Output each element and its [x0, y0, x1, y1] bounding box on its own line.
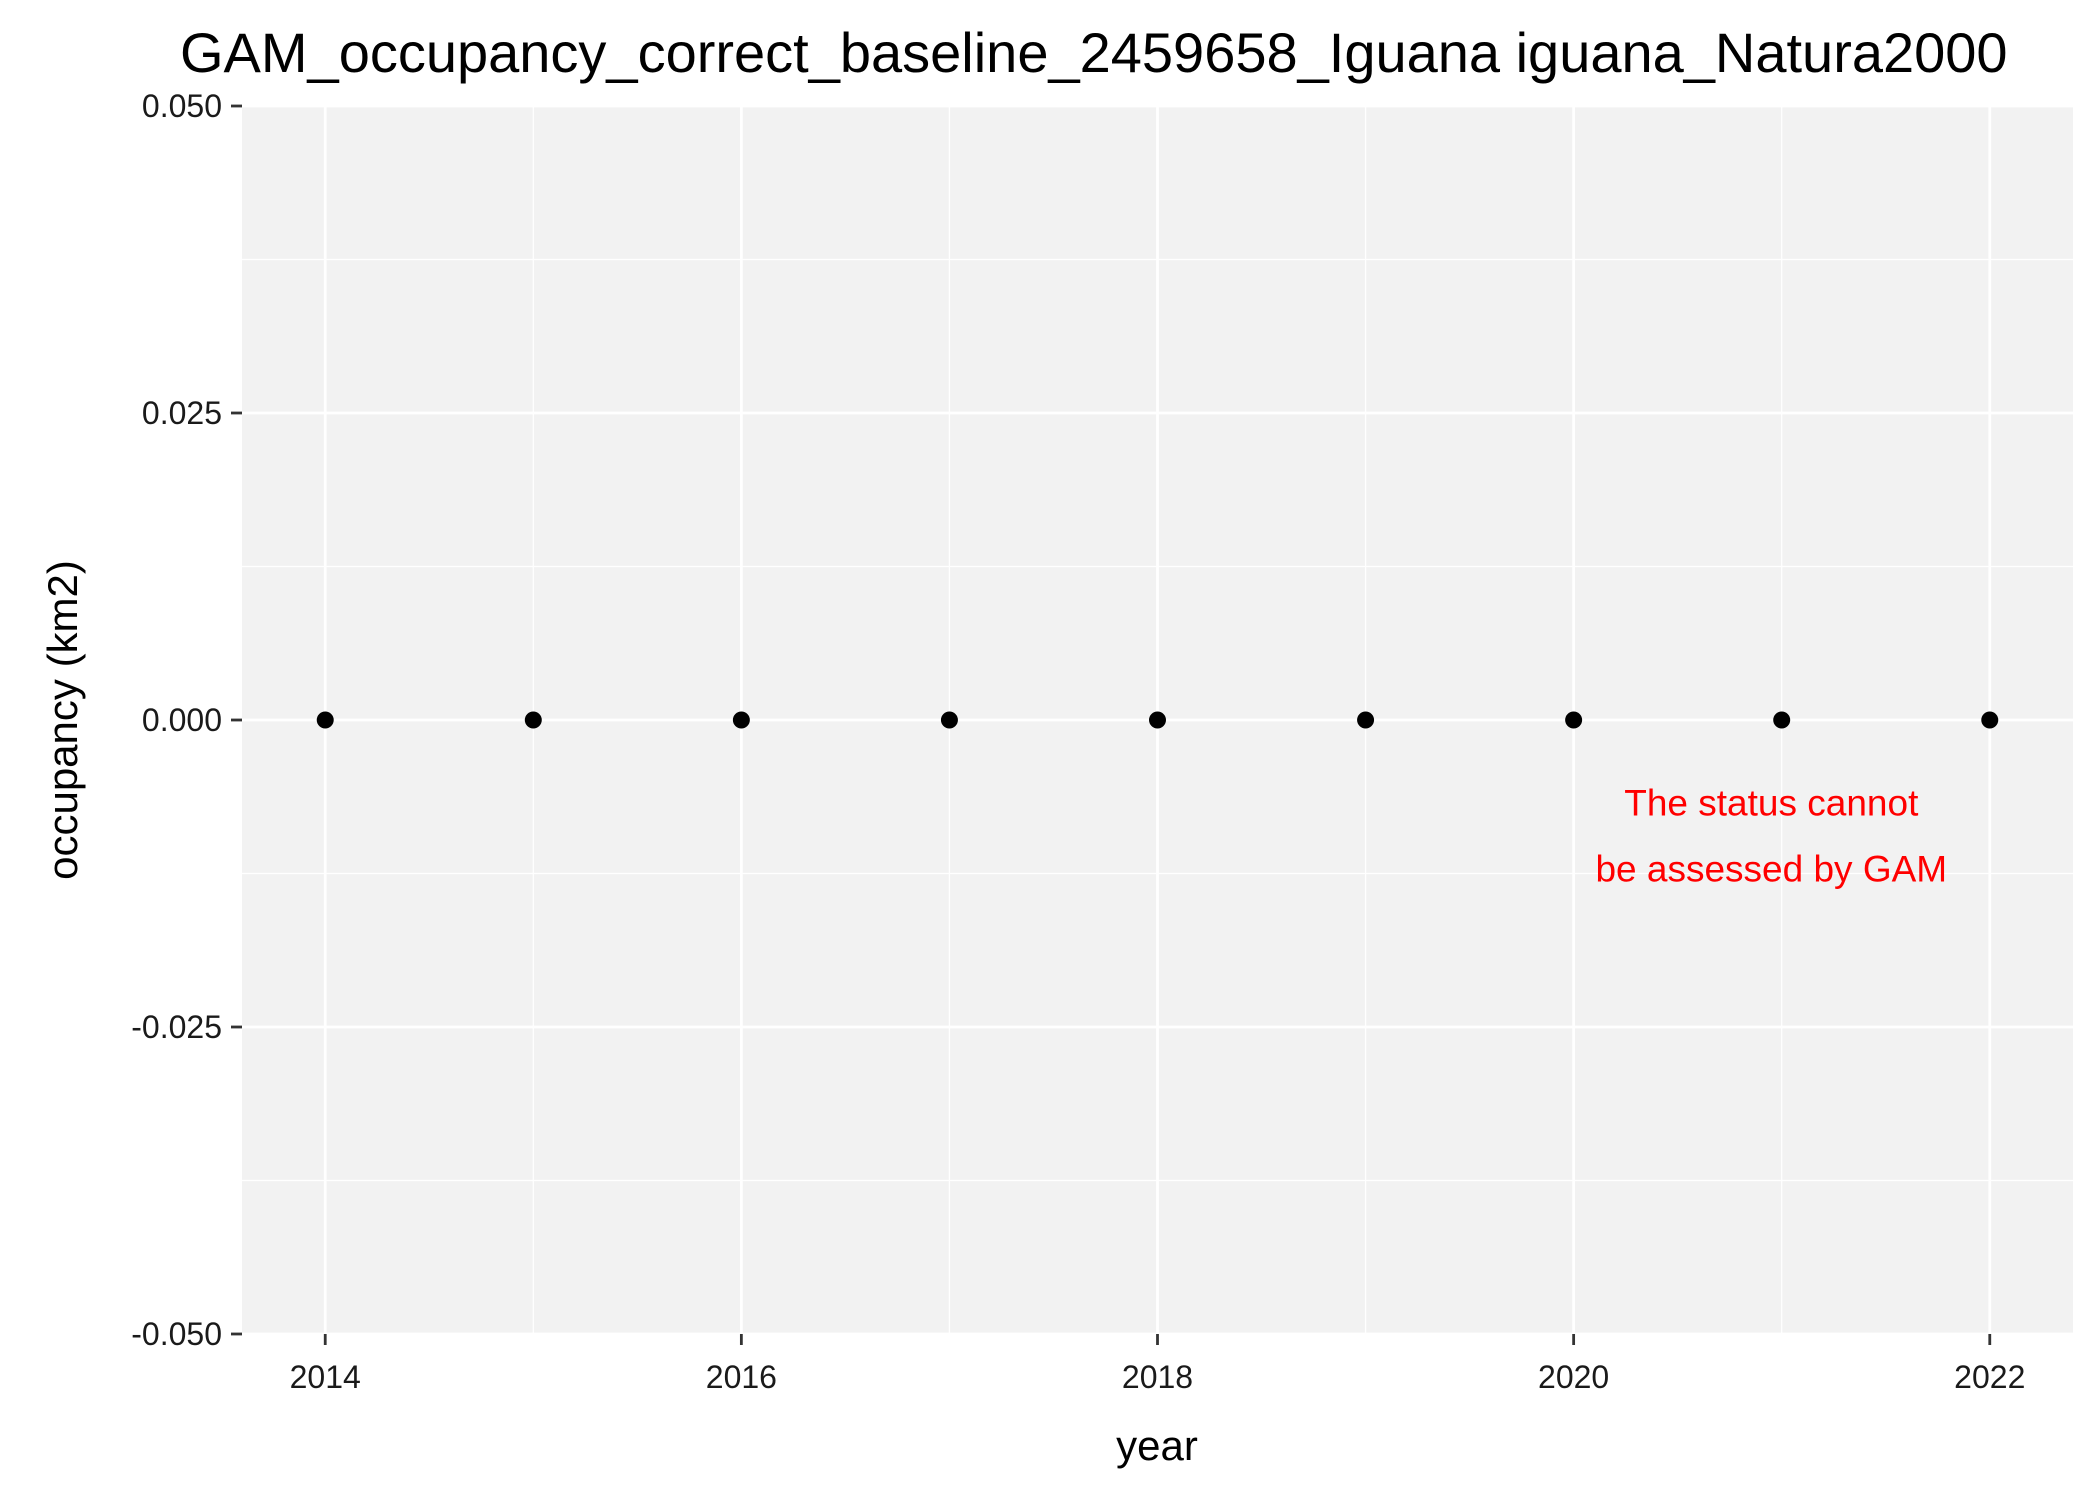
x-tick-label: 2020 — [1538, 1359, 1609, 1395]
data-point — [1357, 711, 1375, 729]
x-tick-label: 2022 — [1954, 1359, 2025, 1395]
y-tick-label: 0.025 — [142, 395, 222, 431]
data-point — [1565, 711, 1583, 729]
x-tick-label: 2014 — [290, 1359, 361, 1395]
x-axis-title: year — [1116, 1422, 1198, 1469]
y-tick-label: -0.050 — [131, 1316, 222, 1352]
data-point — [1981, 711, 1999, 729]
y-tick-label: 0.050 — [142, 88, 222, 124]
x-axis: 2014 2016 2018 2020 2022 — [290, 1334, 2025, 1395]
data-point — [940, 711, 958, 729]
y-axis: -0.050 -0.025 0.000 0.025 0.050 — [131, 88, 242, 1352]
annotation-line: The status cannot — [1624, 783, 1919, 824]
chart-title: GAM_occupancy_correct_baseline_2459658_I… — [180, 21, 2008, 84]
y-tick-label: 0.000 — [142, 702, 222, 738]
data-point — [524, 711, 542, 729]
data-point — [316, 711, 334, 729]
x-tick-label: 2016 — [706, 1359, 777, 1395]
annotation-line: be assessed by GAM — [1595, 849, 1947, 890]
annotation: The status cannot be assessed by GAM — [1595, 783, 1947, 890]
y-tick-label: -0.025 — [131, 1009, 222, 1045]
y-axis-title: occupancy (km2) — [39, 560, 86, 880]
data-point — [1773, 711, 1791, 729]
x-tick-label: 2018 — [1122, 1359, 1193, 1395]
data-point — [1149, 711, 1166, 729]
data-point — [732, 711, 750, 729]
data-points — [316, 711, 1999, 729]
